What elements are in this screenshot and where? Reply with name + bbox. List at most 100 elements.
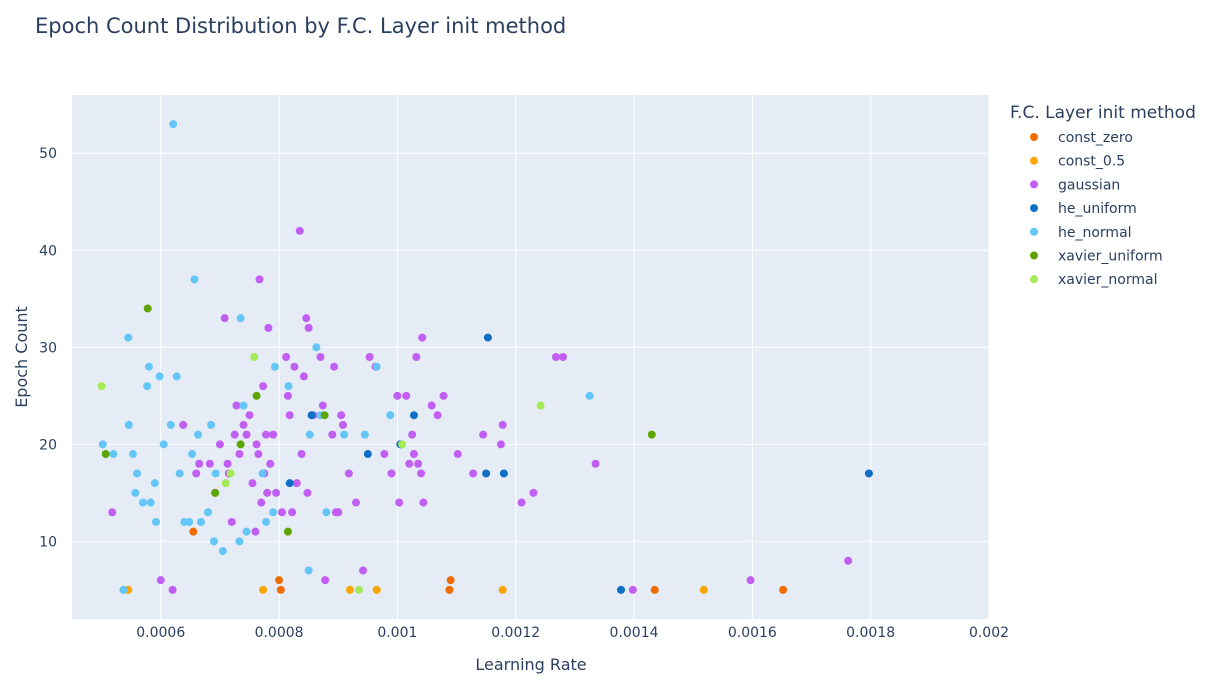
y-tick-label: 20 [39, 437, 57, 453]
data-point [252, 440, 261, 449]
data-point [402, 391, 411, 400]
data-point [251, 527, 260, 536]
legend-item[interactable]: he_uniform [1030, 201, 1137, 217]
data-point [483, 333, 492, 342]
data-point [227, 517, 236, 526]
legend-label: xavier_uniform [1058, 249, 1163, 265]
data-point [269, 508, 278, 517]
data-point [269, 430, 278, 439]
y-tick-label: 40 [39, 243, 57, 259]
y-axis-title: Epoch Count [12, 306, 31, 408]
data-point [359, 566, 368, 575]
data-point [204, 508, 213, 517]
y-tick-label: 10 [39, 534, 57, 550]
data-point [360, 430, 369, 439]
data-point [283, 527, 292, 536]
legend-label: const_zero [1058, 130, 1133, 146]
data-point [263, 488, 272, 497]
data-point [307, 411, 316, 420]
data-point [278, 508, 287, 517]
data-point [446, 576, 455, 585]
data-point [259, 585, 268, 594]
data-point [172, 372, 181, 381]
data-point [285, 479, 294, 488]
data-point [337, 411, 346, 420]
data-point [647, 430, 656, 439]
data-point [419, 498, 428, 507]
series-gaussian [108, 226, 853, 594]
data-point [312, 343, 321, 352]
legend-item[interactable]: const_0.5 [1030, 154, 1125, 170]
data-point [195, 459, 204, 468]
data-point [330, 362, 339, 371]
data-point [302, 314, 311, 323]
data-point [380, 450, 389, 459]
legend-item[interactable]: const_zero [1030, 130, 1133, 146]
data-point [417, 469, 426, 478]
data-point [412, 353, 421, 361]
data-point [617, 585, 626, 594]
data-point [239, 401, 248, 410]
data-point [223, 459, 232, 468]
x-tick-label: 0.0014 [610, 625, 659, 641]
data-point [496, 440, 505, 449]
data-point [146, 498, 155, 507]
legend-item[interactable]: xavier_normal [1030, 272, 1157, 288]
data-point [439, 391, 448, 400]
data-point [398, 440, 407, 449]
data-point [258, 469, 267, 478]
data-point [124, 333, 133, 342]
plot-area [72, 95, 989, 619]
legend-title: F.C. Layer init method [1010, 103, 1196, 123]
data-point [179, 420, 188, 429]
data-point [746, 576, 755, 585]
data-point [189, 527, 198, 536]
legend-marker [1030, 204, 1038, 213]
data-point [97, 382, 106, 391]
data-point [305, 430, 314, 439]
data-point [469, 469, 478, 478]
data-point [159, 440, 168, 449]
data-point [393, 391, 402, 400]
data-point [156, 576, 165, 585]
legend-item[interactable]: gaussian [1030, 177, 1120, 193]
data-point [288, 508, 297, 517]
data-point [252, 391, 261, 400]
data-point [387, 469, 396, 478]
data-point [236, 440, 245, 449]
data-point [250, 353, 259, 361]
x-tick-label: 0.001 [377, 625, 417, 641]
data-point [270, 362, 279, 371]
data-point [321, 576, 330, 585]
data-point [365, 353, 374, 361]
x-axis-title: Learning Rate [475, 655, 586, 674]
series-const-0-5 [124, 585, 708, 594]
data-point [445, 585, 454, 594]
data-point [482, 469, 491, 478]
data-point [517, 498, 526, 507]
data-point [628, 585, 637, 594]
data-point [188, 450, 197, 459]
data-point [479, 430, 488, 439]
data-point [168, 585, 177, 594]
data-point [346, 585, 355, 594]
data-point [284, 382, 293, 391]
y-axis-ticks: 10 20 30 40 50 [39, 146, 57, 550]
data-point [266, 459, 275, 468]
data-point [98, 440, 107, 449]
data-point [101, 450, 110, 459]
data-point [194, 430, 203, 439]
data-point [242, 430, 251, 439]
data-point [499, 469, 508, 478]
legend-item[interactable]: he_normal [1030, 225, 1132, 241]
data-point [405, 459, 414, 468]
legend-item[interactable]: xavier_uniform [1030, 249, 1163, 265]
data-point [257, 498, 266, 507]
x-tick-label: 0.0008 [255, 625, 304, 641]
data-point [297, 450, 306, 459]
data-point [248, 479, 257, 488]
data-point [232, 401, 241, 410]
x-tick-label: 0.0012 [491, 625, 540, 641]
data-point [304, 323, 313, 332]
data-point [318, 401, 327, 410]
